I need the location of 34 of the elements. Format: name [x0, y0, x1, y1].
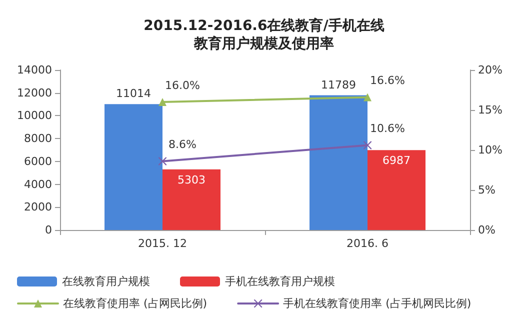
data-label: 6987	[382, 154, 410, 168]
bar	[310, 95, 368, 230]
y-tick-label: 12000	[17, 86, 52, 100]
y-tick-label: 14000	[17, 64, 52, 76]
y2-tick-label: 0%	[478, 224, 496, 236]
legend-label: 在线教育使用率 (占网民比例)	[63, 297, 208, 310]
x-tick-label: 2015. 12	[138, 237, 187, 250]
y2-tick-label: 20%	[478, 64, 502, 76]
y2-tick-label: 5%	[478, 184, 496, 196]
point	[158, 157, 166, 166]
data-label: 16.6%	[370, 74, 405, 88]
y-tick-label: 0	[45, 224, 52, 236]
chart-title: 2015.12-2016.6在线教育/手机在线教育用户规模及使用率	[144, 17, 384, 52]
data-label: 5303	[178, 173, 206, 186]
data-label: 8.6%	[168, 138, 196, 152]
data-label: 10.6%	[370, 122, 405, 136]
data-label: 11014	[116, 87, 151, 100]
data-label: 11789	[321, 78, 356, 92]
y2-tick-label: 10%	[478, 144, 502, 156]
y-tick-label: 10000	[17, 109, 52, 122]
bar	[104, 104, 162, 230]
data-label: 16.0%	[165, 79, 200, 92]
y-tick-label: 4000	[24, 178, 52, 191]
x-tick-label: 2016. 6	[346, 237, 388, 250]
bar	[162, 169, 220, 230]
point	[364, 141, 372, 150]
y-tick-label: 2000	[24, 200, 52, 214]
legend-label: 在线教育用户规模	[62, 275, 150, 288]
bar	[368, 150, 426, 230]
legend-label: 手机在线教育用户规模	[225, 275, 335, 288]
legend-label: 手机在线教育使用率 (占手机网民比例)	[283, 297, 472, 310]
y-tick-label: 6000	[24, 154, 52, 168]
y-tick-label: 8000	[24, 132, 52, 146]
y2-tick-label: 15%	[478, 104, 502, 116]
